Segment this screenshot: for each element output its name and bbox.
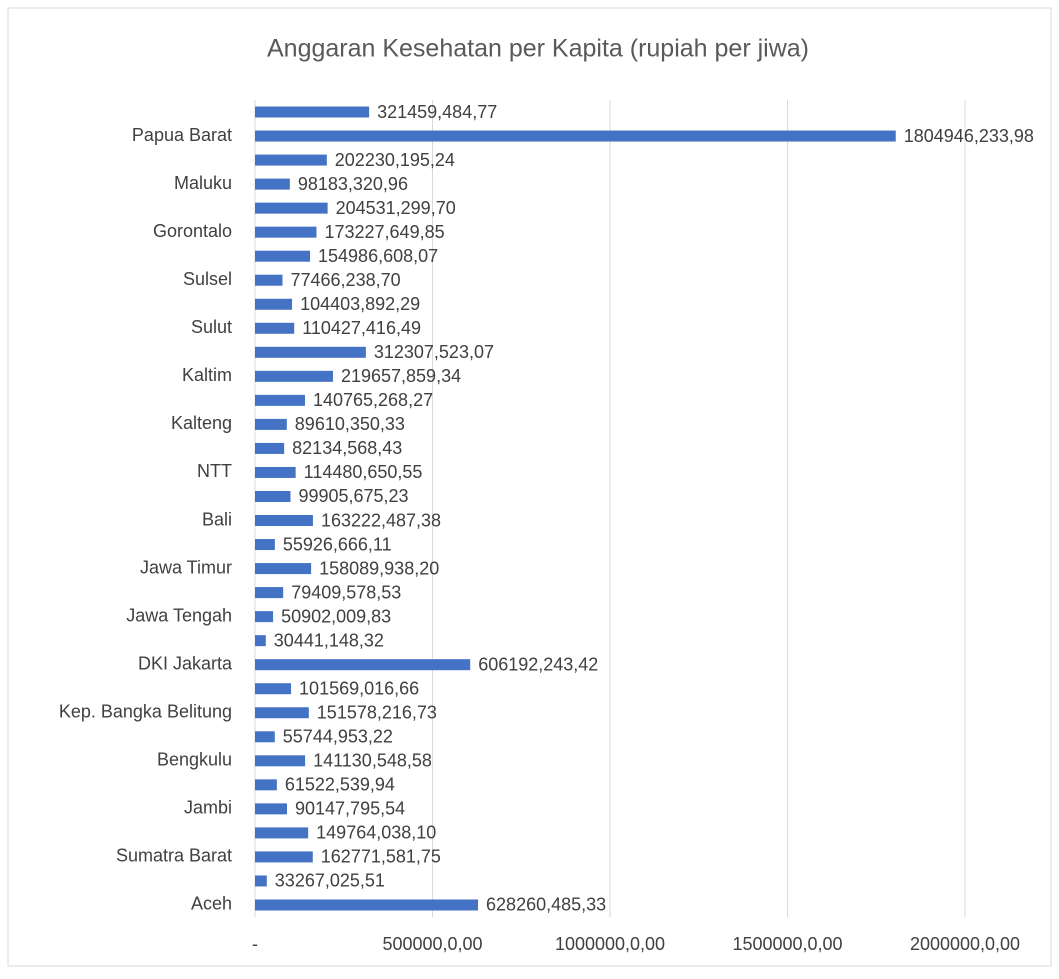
bar	[255, 587, 284, 599]
bar	[255, 731, 275, 743]
y-tick-label: Jawa Tengah	[126, 605, 232, 625]
value-label: 90147,795,54	[295, 799, 405, 819]
bar	[255, 490, 291, 502]
value-label: 61522,539,94	[285, 775, 395, 795]
bar	[255, 322, 295, 334]
bar	[255, 154, 327, 166]
value-label: 33267,025,51	[275, 871, 385, 891]
value-label: 163222,487,38	[321, 510, 441, 530]
y-tick-label: Gorontalo	[153, 221, 232, 241]
value-label: 312307,523,07	[374, 342, 494, 362]
bar	[255, 250, 311, 262]
value-label: 79409,578,53	[291, 582, 401, 602]
y-tick-label: Kep. Bangka Belitung	[59, 702, 232, 722]
bar	[255, 779, 277, 791]
bar	[255, 827, 309, 839]
bar	[255, 298, 293, 310]
value-label: 1804946,233,98	[904, 126, 1034, 146]
value-label: 154986,608,07	[318, 246, 438, 266]
y-tick-label: Kalteng	[171, 413, 232, 433]
bar	[255, 539, 275, 551]
bar	[255, 659, 471, 671]
x-tick-label: 500000,0,00	[382, 934, 482, 954]
y-tick-label: Papua Barat	[132, 125, 232, 145]
bar	[255, 515, 313, 527]
value-label: 77466,238,70	[291, 270, 401, 290]
bar	[255, 394, 305, 406]
bar	[255, 418, 287, 430]
bar	[255, 563, 312, 575]
bar	[255, 683, 292, 695]
value-label: 204531,299,70	[336, 198, 456, 218]
y-tick-label: Jambi	[184, 798, 232, 818]
y-tick-label: Bali	[202, 509, 232, 529]
x-tick-label: 1000000,0,00	[555, 934, 665, 954]
value-label: 606192,243,42	[478, 654, 598, 674]
value-label: 101569,016,66	[299, 678, 419, 698]
value-label: 82134,568,43	[292, 438, 402, 458]
y-tick-label: Aceh	[191, 894, 232, 914]
y-tick-label: Kaltim	[182, 365, 232, 385]
y-tick-label: Bengkulu	[157, 750, 232, 770]
value-label: 30441,148,32	[274, 630, 384, 650]
x-tick-label: -	[252, 934, 258, 954]
bar	[255, 178, 290, 190]
bar	[255, 707, 309, 719]
value-label: 55744,953,22	[283, 727, 393, 747]
chart-border	[7, 7, 1052, 967]
value-label: 104403,892,29	[300, 294, 420, 314]
bar	[255, 442, 285, 454]
value-label: 219657,859,34	[341, 366, 461, 386]
bar	[255, 875, 267, 887]
value-label: 99905,675,23	[298, 486, 408, 506]
bar	[255, 274, 283, 286]
x-tick-label: 2000000,0,00	[910, 934, 1020, 954]
bar	[255, 106, 370, 118]
y-tick-label: Jawa Timur	[140, 557, 232, 577]
bar	[255, 202, 328, 214]
y-tick-label: NTT	[197, 461, 232, 481]
value-label: 321459,484,77	[377, 102, 497, 122]
bar	[255, 466, 296, 478]
value-label: 162771,581,75	[321, 847, 441, 867]
bar	[255, 803, 288, 815]
y-tick-label: DKI Jakarta	[138, 653, 233, 673]
bar	[255, 611, 274, 623]
value-label: 149764,038,10	[316, 823, 436, 843]
y-tick-label: Maluku	[174, 173, 232, 193]
y-tick-label: Sulsel	[183, 269, 232, 289]
bar	[255, 370, 333, 382]
value-label: 173227,649,85	[324, 222, 444, 242]
bar	[255, 226, 317, 238]
value-label: 55926,666,11	[283, 534, 392, 554]
value-label: 89610,350,33	[295, 414, 405, 434]
bar	[255, 899, 479, 911]
value-label: 141130,548,58	[313, 751, 432, 771]
value-label: 140765,268,27	[313, 390, 433, 410]
bar	[255, 755, 306, 767]
value-label: 50902,009,83	[281, 606, 391, 626]
value-label: 98183,320,96	[298, 174, 408, 194]
value-label: 151578,216,73	[317, 703, 437, 723]
chart-title: Anggaran Kesehatan per Kapita (rupiah pe…	[267, 35, 809, 63]
x-tick-label: 1500000,0,00	[732, 934, 842, 954]
value-label: 114480,650,55	[304, 462, 423, 482]
bar	[255, 130, 896, 142]
y-tick-label: Sulut	[191, 317, 232, 337]
bar	[255, 851, 313, 863]
value-label: 110427,416,49	[302, 318, 421, 338]
bar	[255, 346, 366, 358]
value-label: 158089,938,20	[319, 558, 439, 578]
value-label: 628260,485,33	[486, 895, 606, 915]
value-label: 202230,195,24	[335, 150, 455, 170]
bar	[255, 635, 266, 647]
y-tick-label: Sumatra Barat	[116, 846, 232, 866]
